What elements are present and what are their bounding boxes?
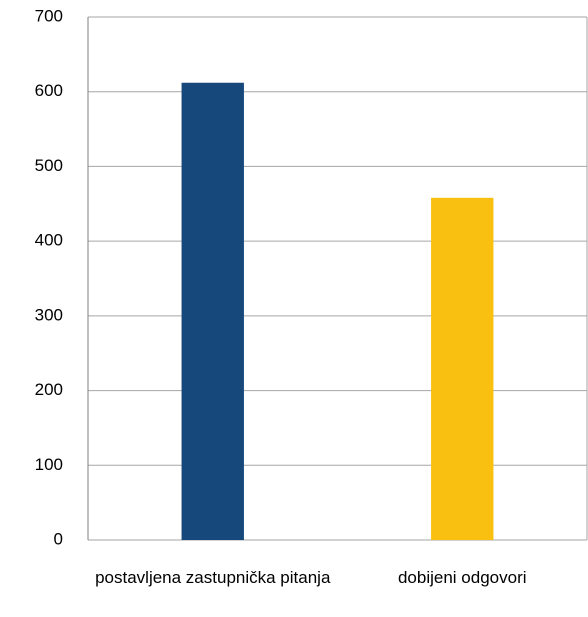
y-tick-label: 0 bbox=[54, 529, 63, 548]
y-tick-label: 500 bbox=[35, 156, 63, 175]
y-tick-label: 200 bbox=[35, 380, 63, 399]
bar bbox=[181, 82, 244, 541]
y-tick-label: 300 bbox=[35, 305, 63, 324]
x-tick-label: postavljena zastupnička pitanja bbox=[95, 568, 331, 587]
y-tick-label: 400 bbox=[35, 231, 63, 250]
x-tick-label: dobijeni odgovori bbox=[397, 568, 527, 587]
y-tick-label: 700 bbox=[35, 6, 63, 25]
bar bbox=[431, 197, 494, 540]
y-tick-label: 600 bbox=[35, 81, 63, 100]
y-tick-label: 100 bbox=[35, 455, 63, 474]
